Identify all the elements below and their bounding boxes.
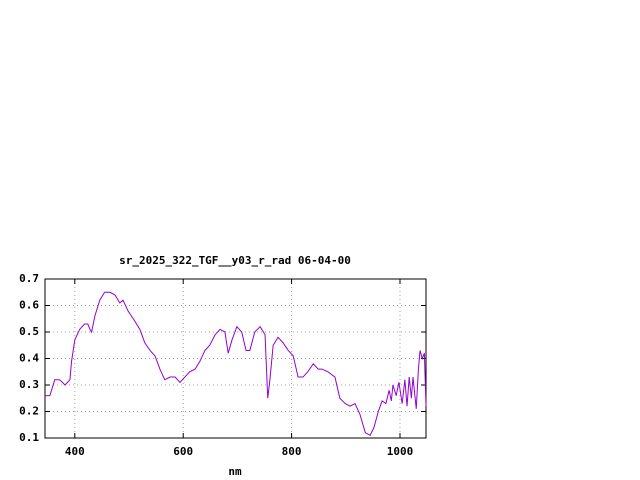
data-line xyxy=(45,291,427,437)
y-tick-label: 0.5 xyxy=(19,325,39,338)
x-tick-label: 400 xyxy=(65,445,85,458)
x-tick-label: 600 xyxy=(173,445,193,458)
x-axis-label: nm xyxy=(228,465,242,478)
x-tick-label: 800 xyxy=(282,445,302,458)
x-tick-label: 1000 xyxy=(387,445,414,458)
y-tick-label: 0.7 xyxy=(19,272,39,285)
y-tick-label: 0.2 xyxy=(19,405,39,418)
plot-border xyxy=(44,278,427,439)
y-tick-label: 0.4 xyxy=(19,352,39,365)
y-tick-label: 0.1 xyxy=(19,431,39,444)
y-tick-label: 0.3 xyxy=(19,378,39,391)
y-tick-label: 0.6 xyxy=(19,299,39,312)
chart-title: sr_2025_322_TGF__y03_r_rad 06-04-00 xyxy=(119,254,351,267)
